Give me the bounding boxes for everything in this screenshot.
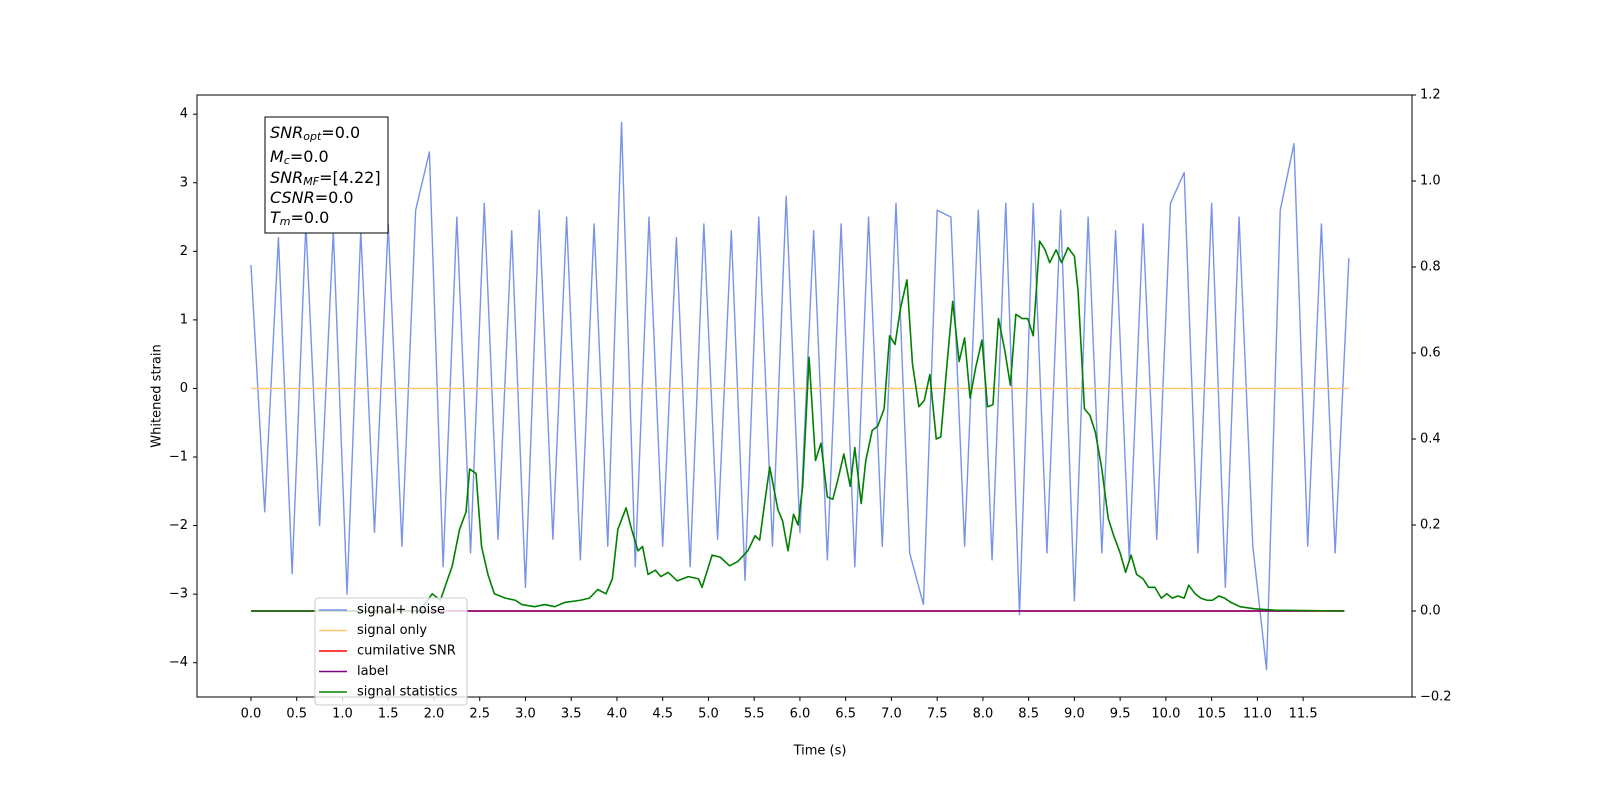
x-tick-label: 6.0: [790, 707, 811, 722]
annotation-rest: =0.0: [291, 208, 330, 227]
annotation-main: SNR: [270, 168, 303, 187]
series-line: [250, 240, 1345, 612]
x-tick-label: 11.5: [1289, 707, 1318, 722]
x-tick-label: 2.5: [469, 707, 490, 722]
x-tick-label: 2.0: [424, 707, 445, 722]
annotation-rest: =0.0: [290, 147, 329, 166]
y2-tick-label: 1.2: [1420, 88, 1441, 103]
annotation-rest: =0.0: [315, 188, 354, 207]
y2-tick-label: 0.2: [1420, 518, 1441, 533]
y-tick-label: −2: [169, 518, 188, 533]
y-tick-label: 4: [180, 107, 188, 122]
x-tick-label: 7.0: [881, 707, 902, 722]
x-tick-label: 10.0: [1151, 707, 1180, 722]
y2-tick-label: 1.0: [1420, 174, 1441, 189]
x-tick-label: 11.0: [1243, 707, 1272, 722]
annotation: CSNR=0.0: [270, 188, 354, 207]
annotation-sub: c: [284, 154, 290, 167]
x-tick-label: 9.0: [1064, 707, 1085, 722]
annotation-sub: m: [280, 215, 291, 228]
x-tick-label: 5.0: [698, 707, 719, 722]
x-tick-label: 3.5: [561, 707, 582, 722]
series-line: [250, 121, 1350, 671]
y-tick-label: −1: [169, 450, 188, 465]
legend-label: signal+ noise: [357, 603, 445, 618]
annotation: SNRMF=[4.22]: [270, 168, 381, 189]
x-tick-label: 8.0: [973, 707, 994, 722]
y2-tick-label: 0.4: [1420, 432, 1441, 447]
y-tick-label: 1: [180, 312, 188, 327]
legend-label: signal only: [357, 623, 427, 638]
x-tick-label: 3.0: [515, 707, 536, 722]
x-tick-label: 1.0: [332, 707, 353, 722]
y2-tick-label: 0.0: [1420, 604, 1441, 619]
annotation-main: CSNR: [270, 188, 315, 207]
x-tick-label: 4.5: [652, 707, 673, 722]
annotation: SNRopt=0.0: [270, 123, 360, 144]
legend-label: signal statistics: [357, 685, 458, 700]
annotation-main: T: [270, 208, 281, 227]
y-tick-label: 0: [180, 381, 188, 396]
annotation-main: M: [270, 147, 284, 166]
y-tick-label: 2: [180, 244, 188, 259]
y-tick-label: −3: [169, 587, 188, 602]
x-tick-label: 5.5: [744, 707, 765, 722]
legend-box: [314, 597, 468, 706]
annotation-main: SNR: [270, 123, 303, 142]
x-tick-label: 10.5: [1197, 707, 1226, 722]
annotation: Mc=0.0: [270, 147, 329, 168]
annotation-box: [264, 116, 389, 234]
x-tick-label: 6.5: [835, 707, 856, 722]
plot-frame: [196, 94, 1413, 698]
annotation: Tm=0.0: [270, 208, 329, 229]
annotation-rest: =[4.22]: [319, 168, 381, 187]
y2-tick-label: 0.8: [1420, 260, 1441, 275]
y-axis-label: Whitened strain: [150, 344, 165, 447]
x-tick-label: 9.5: [1110, 707, 1131, 722]
x-tick-label: 7.5: [927, 707, 948, 722]
x-tick-label: 8.5: [1018, 707, 1039, 722]
y-tick-label: −4: [169, 655, 188, 670]
legend-label: cumilative SNR: [357, 644, 456, 659]
y-tick-label: 3: [180, 175, 188, 190]
x-tick-label: 0.0: [241, 707, 262, 722]
y2-tick-label: 0.6: [1420, 346, 1441, 361]
legend-label: label: [357, 664, 388, 679]
annotation-rest: =0.0: [321, 123, 360, 142]
x-tick-label: 0.5: [286, 707, 307, 722]
y2-tick-label: −0.2: [1420, 690, 1452, 705]
x-tick-label: 4.0: [607, 707, 628, 722]
x-tick-label: 1.5: [378, 707, 399, 722]
annotation-sub: opt: [303, 130, 322, 143]
x-axis-label: Time (s): [793, 744, 847, 759]
annotation-sub: MF: [303, 175, 319, 188]
